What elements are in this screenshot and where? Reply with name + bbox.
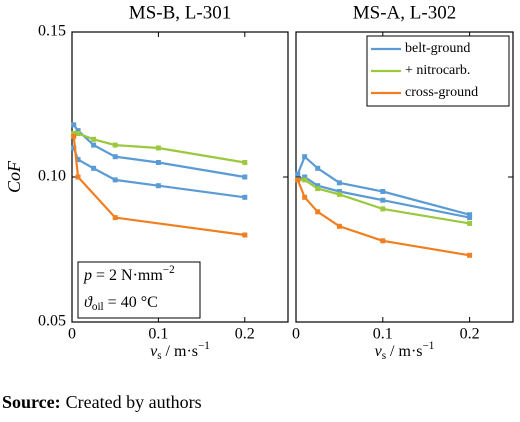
point — [315, 209, 321, 215]
panel-title: MS-B, L-301 — [129, 2, 231, 23]
x-tick-label: 0.2 — [235, 326, 255, 343]
annotation-rest: = 40 °C — [104, 294, 158, 311]
annotation-sup: −2 — [163, 264, 175, 276]
annotation-box — [77, 261, 201, 319]
point — [75, 131, 81, 136]
y-tick-label: 0.15 — [38, 23, 66, 40]
annotation-sub: oil — [92, 301, 104, 313]
point — [295, 171, 301, 177]
x-axis-label: vs / m·s−1 — [150, 340, 210, 362]
x-axis-label-sub: s — [382, 350, 386, 362]
point — [467, 215, 473, 221]
point — [75, 128, 81, 134]
annotation-main: ϑ — [84, 294, 93, 311]
y-tick-label: 0.05 — [38, 313, 66, 330]
x-axis-label-sup: −1 — [423, 340, 435, 352]
series-line — [72, 136, 245, 237]
x-tick-label: 0.2 — [460, 326, 480, 343]
point — [75, 174, 81, 180]
point — [71, 131, 77, 136]
legend-label: + nitrocarb. — [405, 63, 470, 78]
point — [315, 183, 321, 189]
source-label: Source: — [2, 392, 61, 412]
series-line — [296, 179, 470, 257]
point — [71, 133, 77, 139]
point — [71, 145, 77, 151]
point — [242, 232, 248, 238]
point — [302, 174, 308, 180]
x-axis-label-main: v — [150, 343, 158, 360]
point — [467, 220, 473, 226]
y-tick-label: 0.10 — [38, 168, 66, 185]
point — [315, 186, 321, 192]
point — [336, 223, 342, 229]
annotation: p = 2 N·mm−2 — [83, 264, 175, 284]
point — [302, 194, 308, 200]
annotation: ϑoil = 40 °C — [84, 294, 158, 313]
legend-label: belt-ground — [405, 41, 470, 56]
y-axis-label: CoF — [4, 160, 24, 193]
point — [302, 177, 308, 183]
point — [155, 160, 161, 165]
point — [75, 157, 81, 163]
point — [380, 206, 386, 212]
point — [242, 160, 248, 165]
point — [295, 177, 301, 183]
x-tick-label: 0 — [292, 326, 300, 343]
x-axis-label-rest: / m·s — [386, 343, 422, 360]
point — [336, 180, 342, 186]
legend-label: cross-ground — [405, 85, 478, 100]
x-axis-label-sup: −1 — [198, 340, 210, 352]
point — [155, 145, 161, 151]
point — [112, 177, 118, 183]
point — [336, 189, 342, 194]
annotation-main: p — [83, 267, 92, 284]
point — [380, 189, 386, 194]
point — [91, 165, 97, 171]
x-axis-label-sub: s — [157, 350, 161, 362]
point — [242, 174, 248, 180]
point — [91, 142, 97, 148]
point — [112, 215, 118, 221]
point — [71, 122, 77, 128]
point — [336, 191, 342, 197]
point — [467, 252, 473, 258]
point — [242, 194, 248, 200]
x-tick-label: 0.1 — [373, 326, 393, 343]
series-line — [72, 124, 245, 179]
series-line — [296, 154, 470, 216]
point — [91, 136, 97, 142]
point — [467, 212, 473, 218]
panel-title: MS-A, L-302 — [353, 2, 456, 23]
source: Source: Created by authors — [2, 392, 202, 412]
point — [380, 197, 386, 203]
x-tick-label: 0 — [68, 326, 76, 343]
annotation-rest: = 2 N·mm — [92, 267, 163, 284]
point — [302, 154, 308, 160]
x-axis-label-rest: / m·s — [162, 343, 198, 360]
point — [155, 183, 161, 189]
x-axis-label-main: v — [375, 343, 383, 360]
x-tick-label: 0.1 — [148, 326, 168, 343]
point — [380, 238, 386, 244]
series-line — [297, 175, 470, 219]
point — [112, 154, 118, 160]
point — [315, 165, 321, 171]
point — [112, 142, 118, 148]
x-axis-label: vs / m·s−1 — [375, 340, 435, 362]
source-text: Created by authors — [66, 392, 202, 412]
